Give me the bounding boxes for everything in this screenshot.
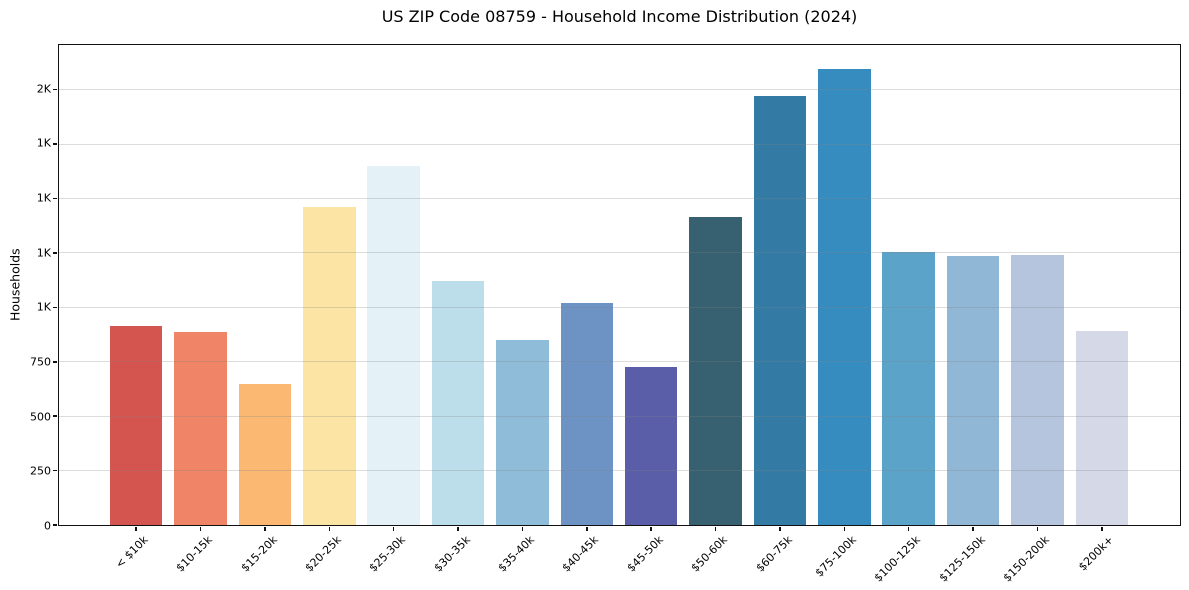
plot-area: < $10k $10-15k $15-20k $20-25k $25-30k $30-35… [53, 44, 1181, 584]
bar-100-125k [882, 251, 935, 525]
y-tick-label: 1K [36, 136, 51, 150]
x-tick-label: $50-60k [688, 533, 731, 575]
x-tick-mark [392, 526, 395, 531]
x-tick-label: < $10k [113, 533, 151, 571]
y-tick-label: 500 [30, 410, 51, 424]
bar-slot: $10-15k [168, 45, 232, 575]
y-tick-labels: 0 250 500 750 1K 1K 1K 1K 2K [0, 44, 51, 531]
y-tick-mark [53, 361, 57, 363]
y-tick-label: 1K [36, 300, 51, 314]
x-tick-label: $10-15k [173, 533, 216, 575]
x-tick-mark [199, 526, 202, 531]
bar-slot: $125-150k [936, 45, 1005, 584]
x-tick-label: $60-75k [753, 533, 795, 575]
bar-150-200k [1011, 255, 1064, 525]
bar-15-20k [238, 383, 292, 525]
y-tick-mark [53, 524, 57, 526]
x-tick-label: $25-30k [366, 533, 409, 575]
x-tick-mark [972, 526, 974, 531]
y-tick-mark [53, 252, 57, 254]
bar-25-30k [367, 165, 420, 525]
bar-20-25k [303, 207, 356, 525]
y-tick-label: 250 [30, 464, 51, 478]
x-tick-mark [907, 526, 910, 531]
x-tick-mark [650, 526, 652, 531]
x-tick-mark [714, 526, 717, 531]
bar-slot: $150-200k [1001, 45, 1069, 584]
x-tick-label: $35-40k [495, 533, 537, 575]
bar-40-45k [560, 302, 614, 525]
x-tick-mark [1101, 526, 1103, 531]
y-tick-label: 2K [36, 82, 51, 96]
x-tick-label: $20-25k [302, 533, 344, 575]
x-tick-label: $15-20k [238, 533, 280, 575]
x-tick-mark [264, 526, 266, 531]
x-tick-label: $125-150k [936, 533, 988, 585]
bar-slot: $100-125k [872, 45, 941, 584]
bar-slot: $200k+ [1070, 45, 1134, 573]
x-tick-label: $45-50k [624, 533, 666, 575]
bar-50-60k [689, 216, 742, 525]
x-tick-mark [779, 526, 781, 531]
y-tick-mark [53, 469, 57, 472]
x-tick-label: $150-200k [1000, 533, 1052, 585]
bar-10k [109, 325, 163, 525]
x-tick-label: $30-35k [431, 533, 473, 575]
bar-slot: $75-100k [812, 45, 876, 579]
bar-slot: < $10k [104, 45, 168, 571]
x-tick-label: $75-100k [812, 533, 859, 580]
x-tick-mark [135, 526, 137, 531]
x-tick-mark [1036, 526, 1039, 531]
bars-area: < $10k $10-15k $15-20k $20-25k $25-30k $30-35… [104, 45, 1134, 584]
bar-slot: $25-30k [362, 45, 426, 575]
y-tick-mark [53, 415, 57, 417]
y-tick-mark [53, 197, 57, 200]
chart-title: US ZIP Code 08759 - Household Income Dis… [381, 7, 858, 26]
bar-45-50k [624, 367, 678, 525]
bar-200k [1075, 331, 1129, 525]
bar-35-40k [496, 339, 549, 525]
bar-slot: $15-20k [233, 45, 297, 575]
x-tick-label: $100-125k [872, 533, 924, 585]
y-tick-label: 1K [36, 191, 51, 205]
y-tick-label: 0 [44, 519, 51, 533]
bar-125-150k [946, 256, 1000, 525]
y-tick-mark [53, 88, 57, 91]
x-tick-mark [328, 526, 331, 531]
bar-slot: $40-45k [555, 45, 619, 575]
bar-60-75k [753, 96, 807, 525]
bar-slot: $35-40k [490, 45, 554, 575]
x-tick-label: $40-45k [560, 533, 602, 575]
y-tick-mark [53, 306, 57, 309]
x-tick-mark [586, 526, 588, 531]
x-tick-mark [457, 526, 459, 531]
bar-slot: $45-50k [619, 45, 683, 575]
bar-slot: $50-60k [683, 45, 747, 575]
x-tick-mark [843, 526, 846, 531]
bar-slot: $20-25k [297, 45, 361, 575]
y-tick-label: 750 [30, 355, 51, 369]
x-tick-label: $200k+ [1076, 533, 1117, 574]
bar-slot: $60-75k [748, 45, 812, 575]
y-tick-label: 1K [36, 246, 51, 260]
x-tick-mark [521, 526, 524, 531]
bar-slot: $30-35k [426, 45, 490, 575]
bar-75-100k [818, 68, 871, 525]
y-tick-mark [53, 143, 57, 145]
bar-30-35k [431, 281, 485, 525]
bar-10-15k [174, 332, 227, 525]
